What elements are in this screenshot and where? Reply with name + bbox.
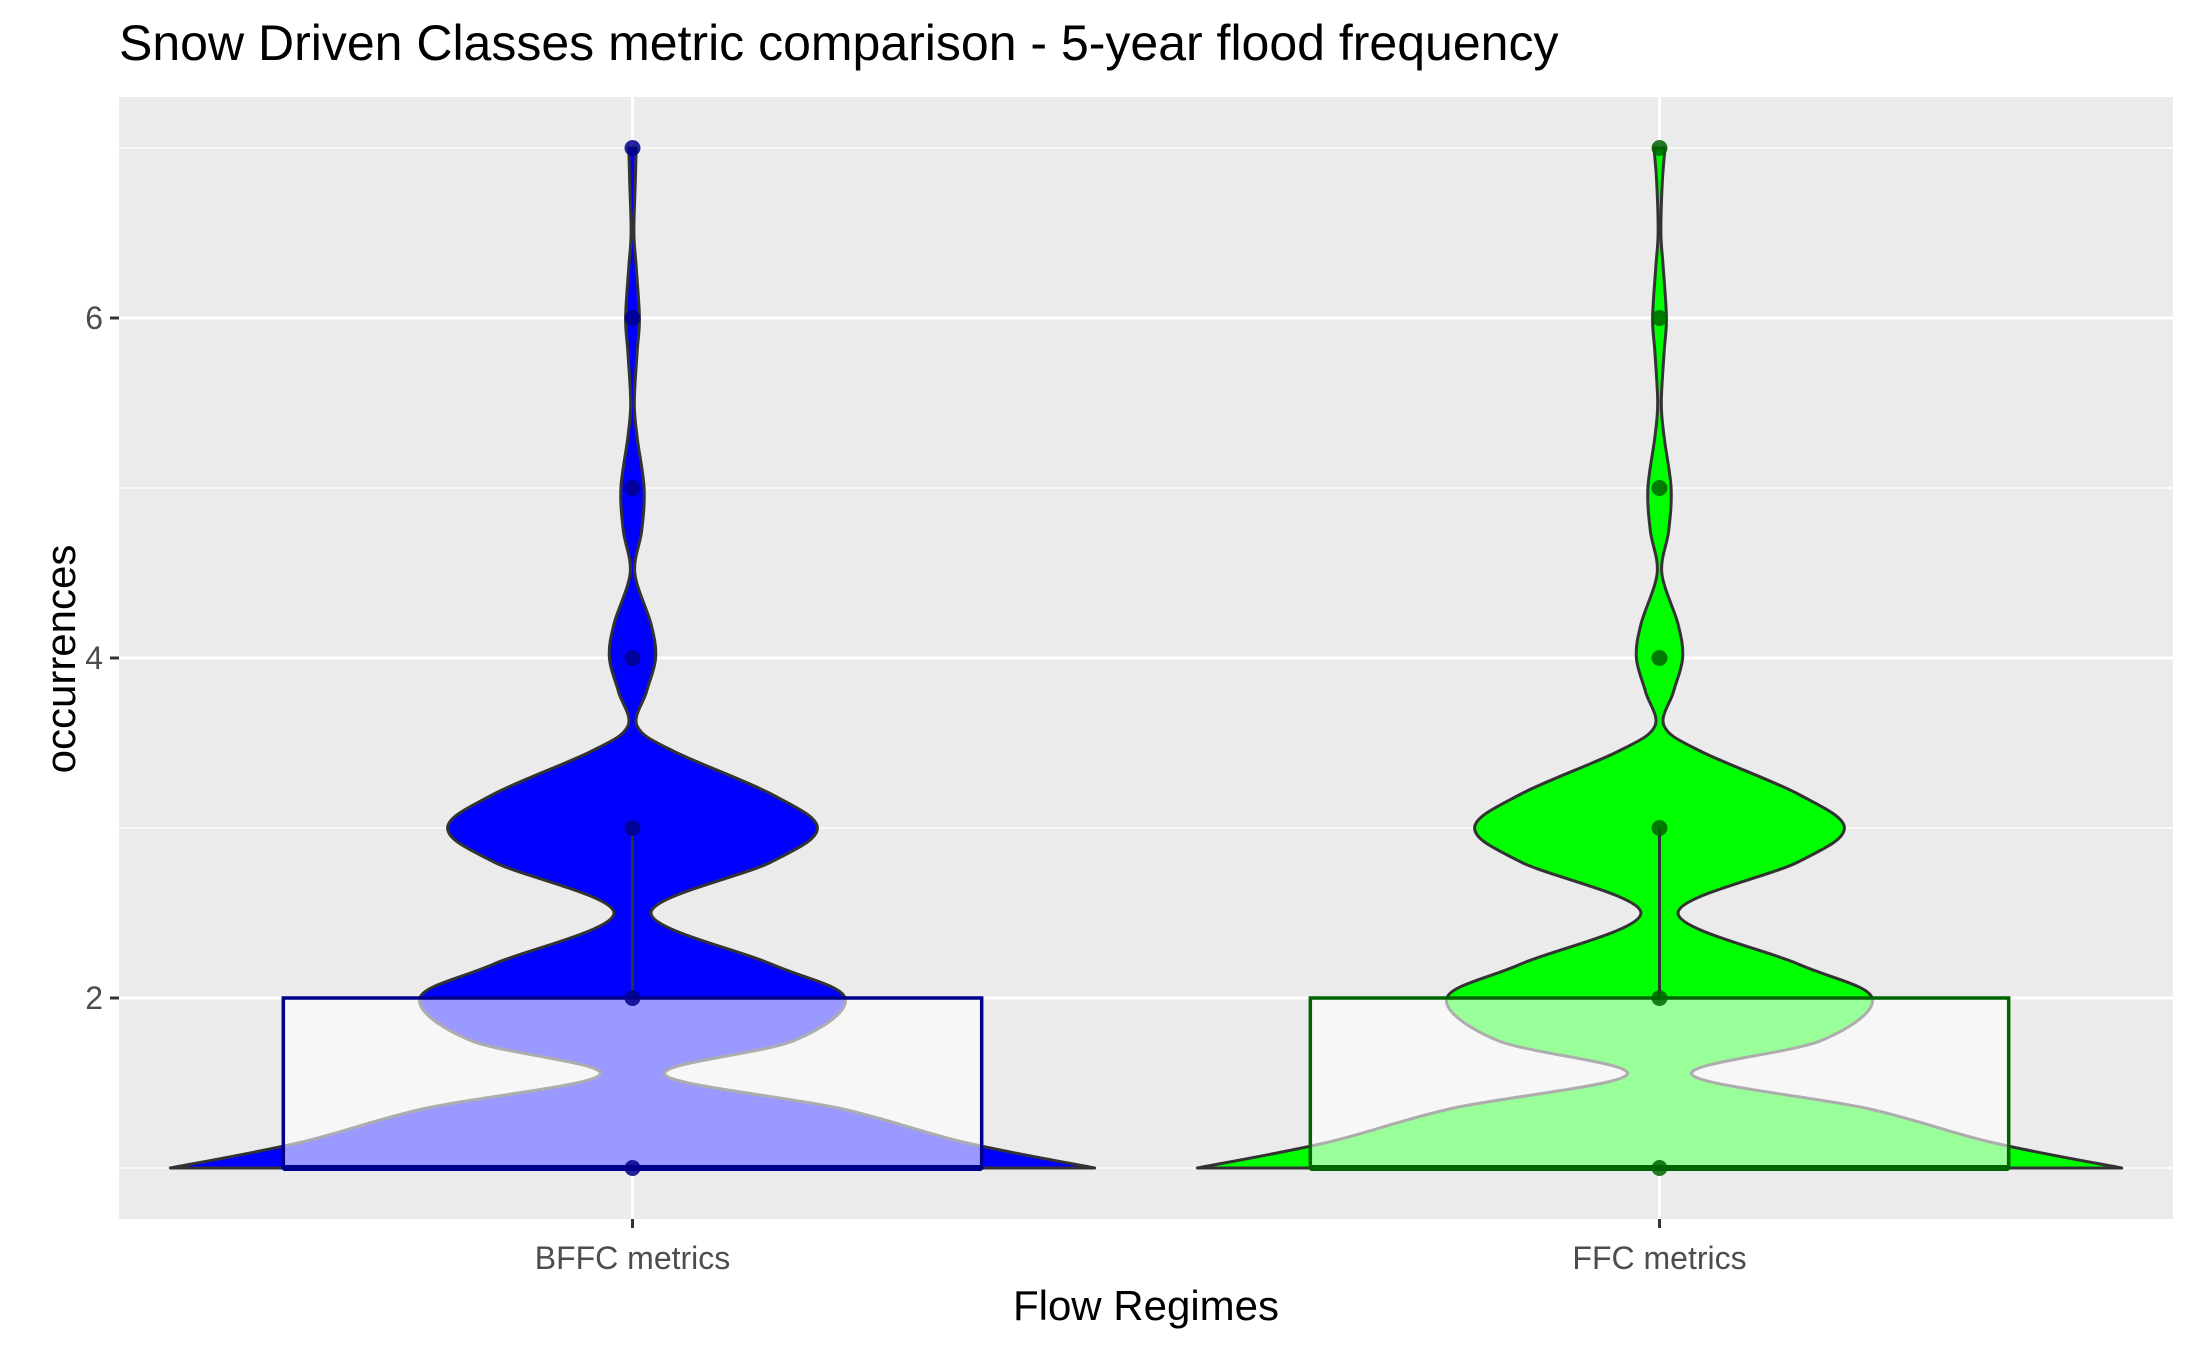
data-point bbox=[624, 140, 641, 156]
data-point bbox=[1651, 140, 1668, 156]
y-tick-label: 6 bbox=[85, 300, 103, 336]
data-point bbox=[624, 310, 641, 326]
data-point bbox=[1651, 480, 1668, 496]
data-point bbox=[1651, 820, 1668, 836]
y-axis-title: occurrences bbox=[37, 544, 84, 774]
data-point bbox=[1651, 990, 1668, 1006]
box-rect bbox=[1308, 996, 2011, 1170]
data-point bbox=[1651, 650, 1668, 666]
data-point bbox=[1651, 310, 1668, 326]
box-rect bbox=[281, 996, 984, 1170]
x-tick-label: FFC metrics bbox=[1572, 1240, 1746, 1276]
y-tick-label: 2 bbox=[85, 980, 103, 1016]
x-tick-label: BFFC metrics bbox=[535, 1240, 731, 1276]
data-point bbox=[624, 650, 641, 666]
axes: 2 4 6 BFFC metrics FFC metrics bbox=[85, 300, 1746, 1276]
data-point bbox=[624, 990, 641, 1006]
data-point bbox=[624, 480, 641, 496]
data-point bbox=[1651, 1160, 1668, 1176]
data-point bbox=[624, 820, 641, 836]
chart-title: Snow Driven Classes metric comparison - … bbox=[119, 15, 1559, 71]
data-point bbox=[624, 1160, 641, 1176]
data-points bbox=[624, 140, 1668, 1176]
x-axis-title: Flow Regimes bbox=[1012, 1282, 1280, 1329]
y-tick-label: 4 bbox=[85, 640, 103, 676]
